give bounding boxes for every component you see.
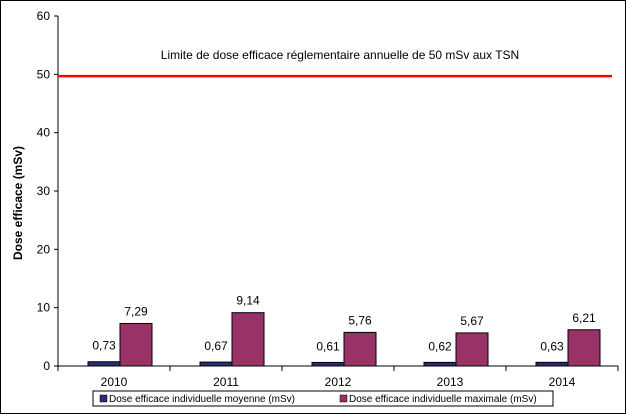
- data-label: 0,63: [540, 339, 564, 353]
- bar-maximale: [343, 331, 377, 367]
- y-axis-title: Dose efficace (mSv): [11, 146, 25, 260]
- legend-swatch: [99, 394, 108, 403]
- data-label: 7,29: [124, 304, 148, 318]
- bar-moyenne: [535, 361, 569, 367]
- bar-moyenne: [199, 361, 233, 367]
- x-tick-label: 2011: [213, 375, 239, 389]
- y-tick-label: 0: [43, 359, 50, 373]
- data-label: 5,67: [460, 314, 484, 328]
- plot-area: 0 10 20 30 40 50 60 2010 0,73 7,29 2011 0,67 9,14 201…: [37, 9, 619, 389]
- legend-label: Dose efficace individuelle maximale (mSv…: [349, 394, 537, 405]
- data-label: 0,73: [92, 339, 116, 353]
- x-tick-label: 2013: [437, 375, 464, 389]
- bar-maximale: [231, 312, 265, 367]
- y-tick-label: 20: [37, 242, 51, 256]
- x-tick-label: 2012: [325, 375, 352, 389]
- legend-label: Dose efficace individuelle moyenne (mSv): [109, 394, 295, 405]
- data-label: 9,14: [236, 294, 260, 308]
- data-label: 0,62: [428, 339, 452, 353]
- x-tick-label: 2014: [549, 375, 576, 389]
- data-label: 6,21: [572, 311, 596, 325]
- legend: Dose efficace individuelle moyenne (mSv)…: [92, 390, 554, 407]
- legend-swatch: [339, 394, 348, 403]
- bar-maximale: [119, 322, 153, 367]
- data-label: 5,76: [348, 313, 372, 327]
- y-tick-label: 40: [37, 126, 51, 140]
- y-tick-label: 50: [37, 67, 51, 81]
- x-tick-label: 2010: [101, 375, 128, 389]
- y-tick-label: 10: [37, 301, 51, 315]
- y-tick-label: 60: [37, 9, 51, 23]
- y-tick-label: 30: [37, 184, 51, 198]
- legend-box: [92, 390, 554, 407]
- bar-maximale: [455, 332, 489, 367]
- bar-maximale: [567, 329, 601, 367]
- data-label: 0,67: [204, 339, 228, 353]
- bar-moyenne: [311, 361, 345, 367]
- data-label: 0,61: [316, 339, 340, 353]
- reference-line-label: Limite de dose efficace réglementaire an…: [161, 48, 519, 62]
- bar-moyenne: [87, 361, 121, 367]
- bar-moyenne: [423, 361, 457, 367]
